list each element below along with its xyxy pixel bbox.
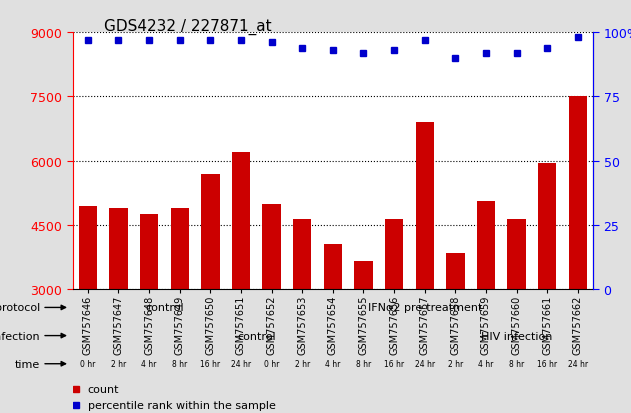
Text: 8 hr: 8 hr bbox=[356, 359, 371, 368]
Bar bbox=[385, 219, 403, 290]
Text: 24 hr: 24 hr bbox=[231, 359, 251, 368]
Bar bbox=[538, 164, 557, 290]
Bar bbox=[416, 123, 434, 290]
Text: 4 hr: 4 hr bbox=[325, 359, 341, 368]
Bar bbox=[324, 244, 342, 290]
Text: protocol: protocol bbox=[0, 303, 40, 313]
Text: control: control bbox=[145, 303, 184, 313]
Text: 8 hr: 8 hr bbox=[509, 359, 524, 368]
Text: control: control bbox=[237, 331, 276, 341]
Bar bbox=[569, 97, 587, 290]
Bar bbox=[262, 204, 281, 290]
Text: 0 hr: 0 hr bbox=[264, 359, 280, 368]
Text: 2 hr: 2 hr bbox=[448, 359, 463, 368]
Text: 16 hr: 16 hr bbox=[200, 359, 220, 368]
Text: HIV infection: HIV infection bbox=[481, 331, 552, 341]
Bar bbox=[507, 219, 526, 290]
Text: IFNα2 pre-treatment: IFNα2 pre-treatment bbox=[367, 303, 482, 313]
Bar bbox=[232, 153, 250, 290]
Bar bbox=[446, 253, 464, 290]
Bar bbox=[293, 219, 312, 290]
Text: 2 hr: 2 hr bbox=[295, 359, 310, 368]
Text: 24 hr: 24 hr bbox=[415, 359, 435, 368]
Text: 2 hr: 2 hr bbox=[111, 359, 126, 368]
Text: 24 hr: 24 hr bbox=[568, 359, 588, 368]
Text: GDS4232 / 227871_at: GDS4232 / 227871_at bbox=[104, 19, 272, 35]
Bar bbox=[79, 206, 97, 290]
Text: infection: infection bbox=[0, 331, 40, 341]
Text: 8 hr: 8 hr bbox=[172, 359, 187, 368]
Bar bbox=[109, 208, 127, 290]
Text: count: count bbox=[88, 384, 119, 394]
Text: 16 hr: 16 hr bbox=[537, 359, 557, 368]
Text: 16 hr: 16 hr bbox=[384, 359, 404, 368]
Text: 0 hr: 0 hr bbox=[80, 359, 95, 368]
Bar bbox=[140, 215, 158, 290]
Bar bbox=[354, 262, 373, 290]
Text: time: time bbox=[15, 359, 40, 369]
Text: 4 hr: 4 hr bbox=[478, 359, 493, 368]
Bar bbox=[477, 202, 495, 290]
Bar bbox=[201, 174, 220, 290]
Bar bbox=[170, 208, 189, 290]
Text: percentile rank within the sample: percentile rank within the sample bbox=[88, 400, 276, 410]
Text: 4 hr: 4 hr bbox=[141, 359, 157, 368]
